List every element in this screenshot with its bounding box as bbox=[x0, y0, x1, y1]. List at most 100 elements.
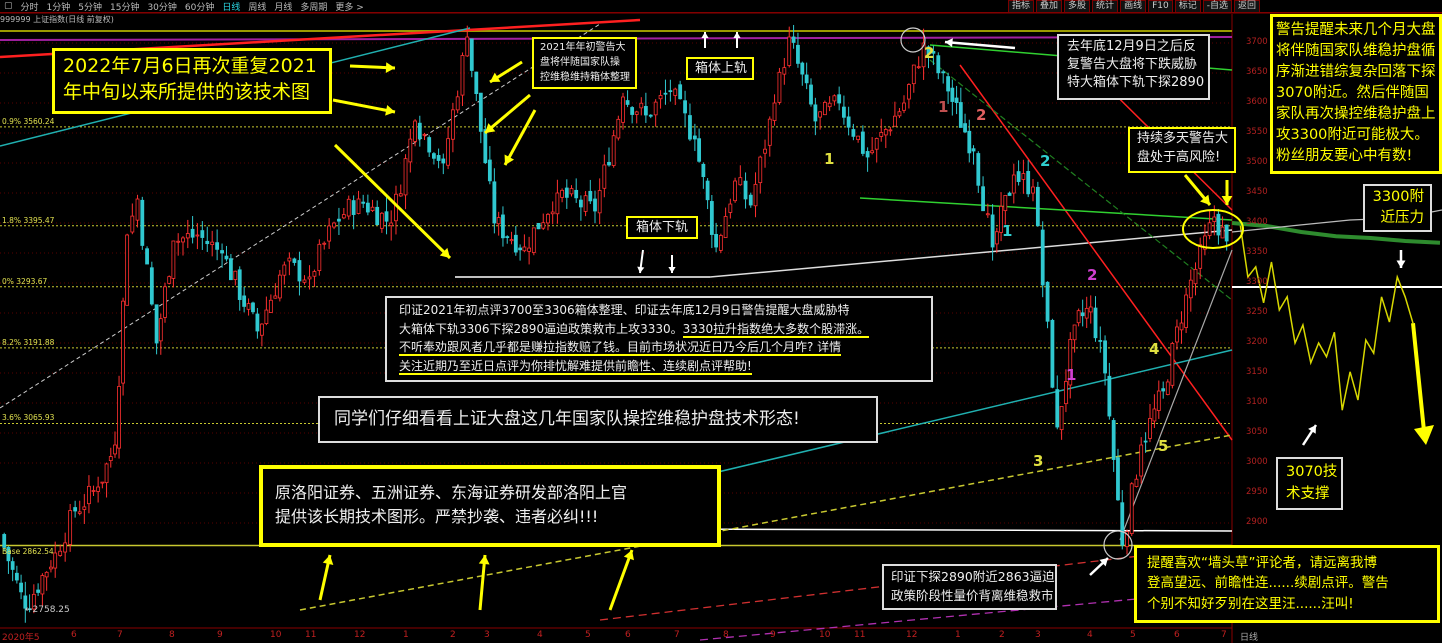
candle[interactable] bbox=[1093, 307, 1098, 339]
candle[interactable] bbox=[981, 186, 985, 212]
candle[interactable] bbox=[1116, 457, 1120, 501]
period-tab[interactable]: 周线 bbox=[248, 2, 267, 13]
candle[interactable] bbox=[1148, 418, 1152, 439]
candle[interactable] bbox=[818, 111, 823, 118]
candle[interactable] bbox=[733, 180, 737, 202]
candle[interactable] bbox=[292, 258, 297, 263]
candle[interactable] bbox=[446, 138, 450, 166]
candle[interactable] bbox=[422, 133, 427, 136]
candle[interactable] bbox=[509, 239, 514, 242]
candle[interactable] bbox=[1175, 326, 1179, 343]
candle[interactable] bbox=[327, 225, 332, 242]
candle[interactable] bbox=[564, 187, 569, 198]
candle[interactable] bbox=[714, 233, 718, 248]
candle[interactable] bbox=[176, 240, 181, 243]
candle[interactable] bbox=[860, 131, 865, 154]
period-tab[interactable]: 日线 bbox=[222, 2, 241, 13]
candle[interactable] bbox=[941, 71, 946, 74]
candle[interactable] bbox=[874, 138, 879, 150]
candle[interactable] bbox=[215, 242, 220, 250]
candle[interactable] bbox=[800, 62, 805, 75]
candle[interactable] bbox=[950, 87, 955, 102]
candle[interactable] bbox=[630, 107, 635, 115]
candle[interactable] bbox=[668, 90, 673, 93]
candle[interactable] bbox=[1193, 268, 1198, 285]
candle[interactable] bbox=[1203, 235, 1207, 250]
candle[interactable] bbox=[602, 164, 607, 189]
candle[interactable] bbox=[550, 211, 555, 215]
candle[interactable] bbox=[579, 199, 583, 208]
candle[interactable] bbox=[728, 203, 733, 213]
candle[interactable] bbox=[505, 236, 510, 239]
candle[interactable] bbox=[379, 212, 384, 229]
candle[interactable] bbox=[985, 213, 990, 216]
period-tab[interactable]: 60分钟 bbox=[184, 2, 215, 13]
candle[interactable] bbox=[663, 92, 668, 95]
candle[interactable] bbox=[916, 66, 921, 69]
candle[interactable] bbox=[375, 206, 380, 226]
candle[interactable] bbox=[398, 193, 403, 197]
candle[interactable] bbox=[113, 444, 117, 455]
candle[interactable] bbox=[621, 96, 625, 123]
candle[interactable] bbox=[389, 222, 394, 227]
candle[interactable] bbox=[1011, 174, 1016, 194]
candle[interactable] bbox=[1098, 340, 1103, 342]
candle[interactable] bbox=[1031, 186, 1035, 194]
candle[interactable] bbox=[370, 206, 375, 211]
candle[interactable] bbox=[673, 88, 678, 96]
candle[interactable] bbox=[68, 510, 73, 545]
candle[interactable] bbox=[902, 102, 906, 111]
candle[interactable] bbox=[791, 36, 796, 43]
candle[interactable] bbox=[23, 595, 28, 609]
candle[interactable] bbox=[501, 214, 505, 239]
candle[interactable] bbox=[277, 274, 282, 299]
candle[interactable] bbox=[777, 71, 782, 103]
candle[interactable] bbox=[158, 318, 163, 342]
candle[interactable] bbox=[625, 100, 630, 105]
candle[interactable] bbox=[100, 481, 105, 484]
candle[interactable] bbox=[40, 575, 45, 595]
candle[interactable] bbox=[893, 115, 897, 127]
candle[interactable] bbox=[1212, 216, 1217, 222]
candle[interactable] bbox=[14, 572, 19, 581]
candle[interactable] bbox=[1026, 170, 1031, 195]
candle[interactable] bbox=[1007, 192, 1012, 196]
candle[interactable] bbox=[1152, 408, 1157, 422]
candle[interactable] bbox=[946, 76, 950, 92]
candle[interactable] bbox=[593, 198, 597, 212]
candle[interactable] bbox=[541, 222, 546, 229]
period-tab[interactable]: 5分钟 bbox=[78, 2, 102, 13]
candle[interactable] bbox=[19, 582, 23, 593]
candle[interactable] bbox=[10, 561, 15, 570]
candle[interactable] bbox=[888, 129, 893, 132]
candle[interactable] bbox=[1125, 531, 1129, 548]
candle[interactable] bbox=[117, 386, 121, 449]
candle[interactable] bbox=[522, 246, 527, 252]
candle[interactable] bbox=[1068, 339, 1073, 386]
candle[interactable] bbox=[478, 92, 483, 132]
candle[interactable] bbox=[282, 264, 287, 276]
candle[interactable] bbox=[611, 135, 616, 166]
candle[interactable] bbox=[483, 129, 488, 164]
candle[interactable] bbox=[58, 550, 63, 556]
candle[interactable] bbox=[531, 227, 536, 253]
candle[interactable] bbox=[403, 158, 408, 196]
candle[interactable] bbox=[31, 593, 36, 610]
candle[interactable] bbox=[351, 200, 356, 215]
candle[interactable] bbox=[135, 198, 140, 221]
candle[interactable] bbox=[709, 201, 714, 235]
candle[interactable] bbox=[856, 135, 861, 140]
period-tab[interactable]: 更多 > bbox=[335, 2, 364, 13]
candle[interactable] bbox=[73, 507, 78, 512]
candle[interactable] bbox=[1161, 388, 1166, 392]
candle[interactable] bbox=[441, 158, 446, 164]
candle[interactable] bbox=[469, 38, 474, 71]
candle[interactable] bbox=[1059, 406, 1064, 431]
candle[interactable] bbox=[302, 279, 307, 283]
candle[interactable] bbox=[163, 286, 167, 318]
candle[interactable] bbox=[846, 116, 851, 128]
candle[interactable] bbox=[837, 94, 842, 104]
candle[interactable] bbox=[228, 258, 233, 281]
candle[interactable] bbox=[536, 222, 541, 230]
candle[interactable] bbox=[312, 271, 317, 277]
